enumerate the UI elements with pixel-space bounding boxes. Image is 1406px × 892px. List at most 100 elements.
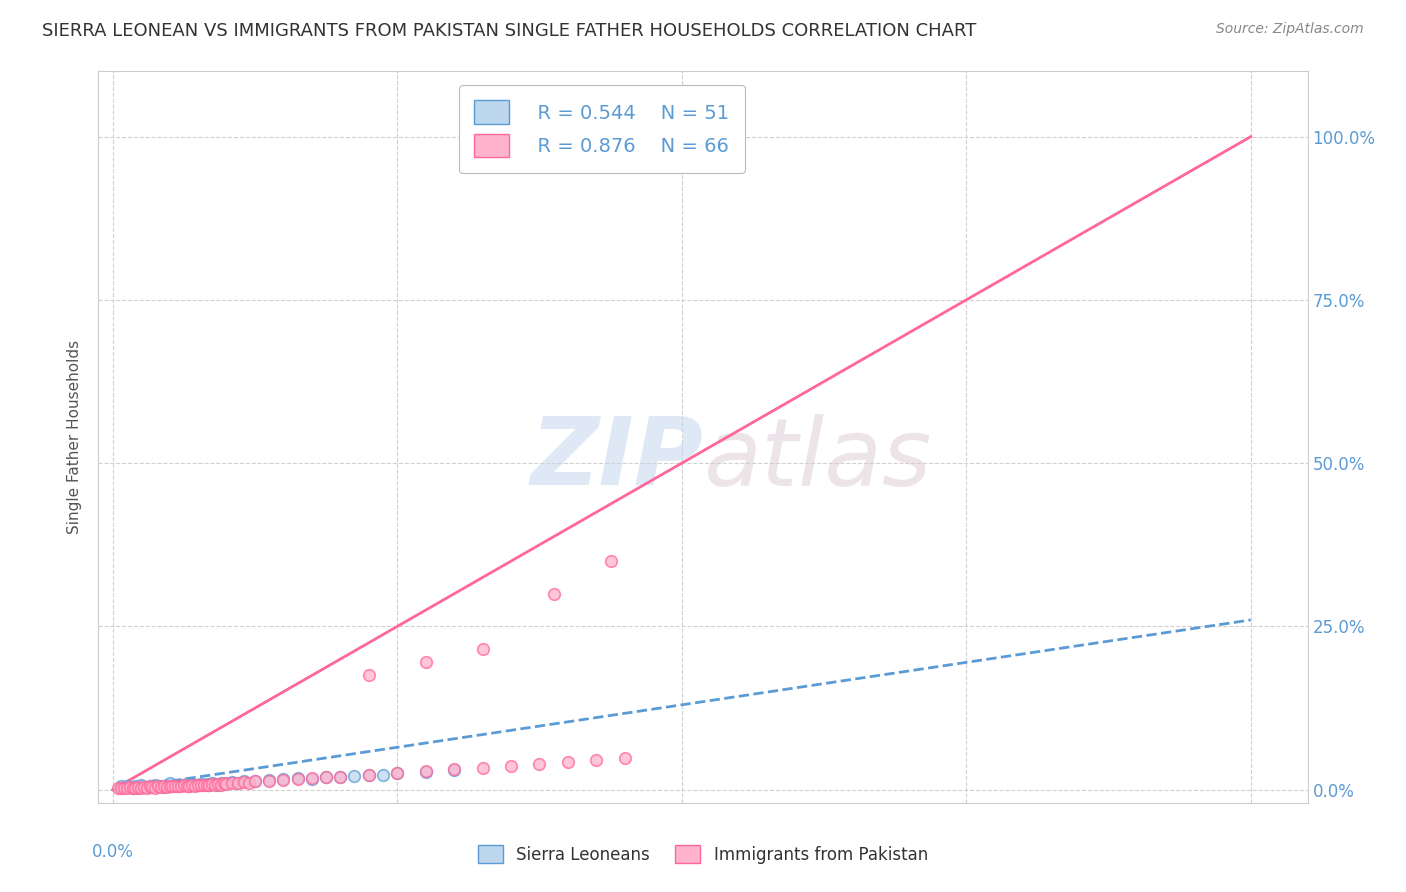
- Point: [129, 780, 152, 794]
- Point: [184, 779, 207, 793]
- Point: [181, 778, 204, 792]
- Point: [471, 642, 494, 657]
- Point: [699, 129, 721, 144]
- Point: [156, 778, 179, 792]
- Point: [471, 760, 494, 774]
- Point: [443, 763, 465, 777]
- Point: [207, 777, 229, 791]
- Point: [135, 780, 157, 794]
- Point: [201, 777, 224, 791]
- Point: [176, 780, 198, 794]
- Point: [153, 780, 176, 794]
- Point: [204, 777, 226, 791]
- Point: [115, 780, 138, 795]
- Point: [212, 776, 235, 790]
- Point: [121, 781, 143, 796]
- Point: [613, 751, 636, 765]
- Point: [287, 771, 309, 785]
- Point: [315, 770, 337, 784]
- Point: [273, 772, 295, 787]
- Point: [232, 775, 254, 789]
- Point: [167, 780, 190, 794]
- Point: [201, 776, 224, 790]
- Point: [221, 776, 243, 790]
- Point: [173, 778, 195, 792]
- Point: [343, 769, 366, 783]
- Point: [127, 780, 149, 795]
- Point: [226, 775, 249, 789]
- Point: [173, 778, 195, 792]
- Point: [226, 775, 249, 789]
- Point: [150, 780, 173, 794]
- Point: [176, 777, 198, 791]
- Point: [195, 778, 218, 792]
- Legend: Sierra Leoneans, Immigrants from Pakistan: Sierra Leoneans, Immigrants from Pakista…: [471, 838, 935, 871]
- Point: [204, 778, 226, 792]
- Point: [198, 778, 221, 792]
- Point: [357, 768, 380, 782]
- Point: [371, 768, 394, 782]
- Point: [215, 777, 238, 791]
- Text: 0.0%: 0.0%: [91, 843, 134, 861]
- Point: [121, 780, 143, 795]
- Point: [190, 778, 212, 792]
- Point: [443, 763, 465, 777]
- Point: [110, 780, 132, 795]
- Point: [238, 775, 260, 789]
- Point: [329, 770, 352, 784]
- Text: atlas: atlas: [703, 414, 931, 505]
- Point: [170, 778, 193, 792]
- Point: [385, 765, 408, 780]
- Point: [156, 780, 179, 794]
- Point: [315, 770, 337, 784]
- Point: [159, 776, 181, 790]
- Point: [215, 776, 238, 790]
- Point: [162, 779, 184, 793]
- Point: [273, 772, 295, 787]
- Point: [118, 780, 141, 794]
- Point: [124, 780, 146, 794]
- Point: [181, 778, 204, 792]
- Point: [195, 777, 218, 791]
- Point: [357, 668, 380, 682]
- Point: [165, 780, 187, 794]
- Point: [415, 765, 437, 780]
- Point: [198, 778, 221, 792]
- Point: [257, 772, 280, 787]
- Point: [357, 768, 380, 782]
- Point: [129, 780, 152, 795]
- Point: [599, 554, 621, 568]
- Point: [170, 780, 193, 794]
- Point: [543, 587, 565, 601]
- Point: [115, 780, 138, 794]
- Point: [141, 780, 163, 794]
- Point: [529, 756, 551, 771]
- Point: [193, 778, 215, 792]
- Point: [184, 778, 207, 792]
- Point: [107, 781, 129, 796]
- Text: SIERRA LEONEAN VS IMMIGRANTS FROM PAKISTAN SINGLE FATHER HOUSEHOLDS CORRELATION : SIERRA LEONEAN VS IMMIGRANTS FROM PAKIST…: [42, 22, 977, 40]
- Point: [385, 766, 408, 780]
- Point: [167, 779, 190, 793]
- Point: [143, 778, 166, 792]
- Point: [138, 779, 160, 793]
- Point: [141, 780, 163, 794]
- Point: [193, 778, 215, 792]
- Point: [209, 778, 232, 792]
- Point: [232, 774, 254, 789]
- Point: [557, 756, 579, 770]
- Point: [159, 779, 181, 793]
- Point: [585, 753, 607, 767]
- Legend:   R = 0.544    N = 51,   R = 0.876    N = 66: R = 0.544 N = 51, R = 0.876 N = 66: [458, 85, 745, 173]
- Point: [146, 780, 169, 794]
- Point: [209, 776, 232, 790]
- Point: [146, 780, 169, 794]
- Point: [287, 772, 309, 786]
- Point: [159, 780, 181, 794]
- Point: [127, 780, 149, 794]
- Point: [257, 773, 280, 788]
- Point: [150, 779, 173, 793]
- Point: [415, 656, 437, 670]
- Point: [499, 758, 522, 772]
- Point: [301, 771, 323, 785]
